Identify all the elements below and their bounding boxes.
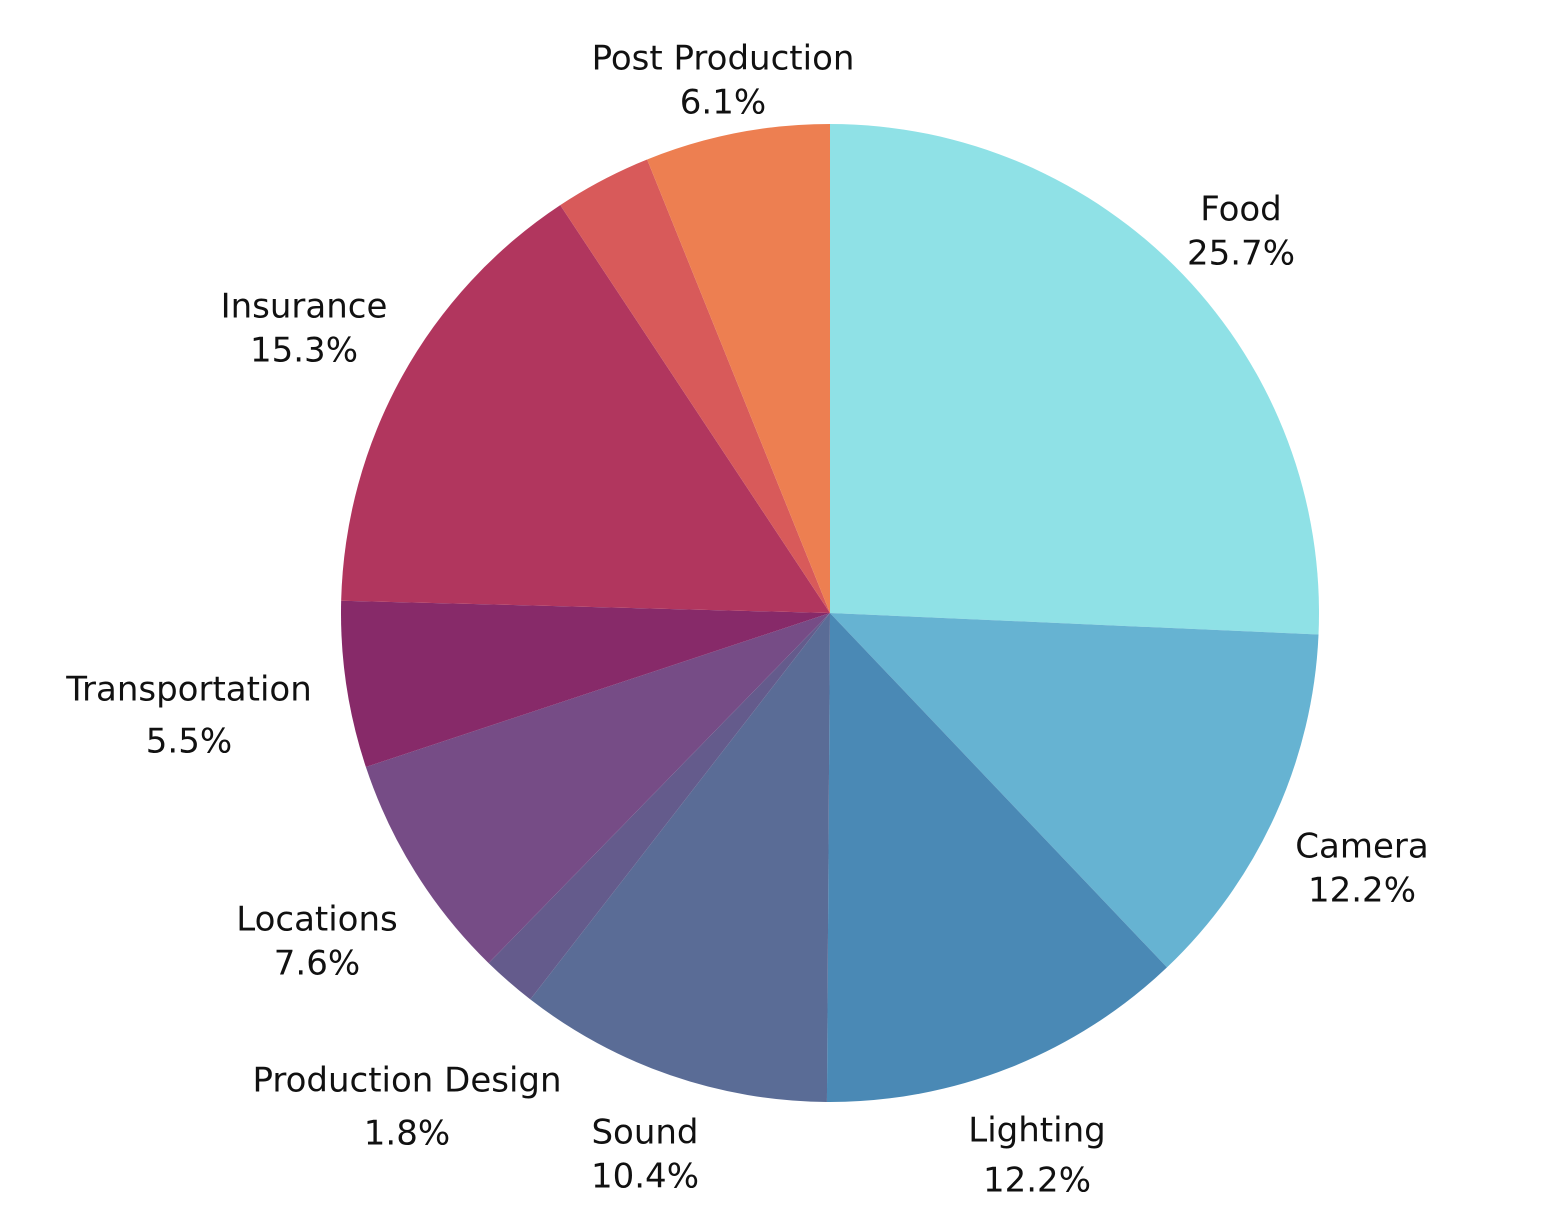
pie-slice-production-design: [488, 613, 830, 1000]
slice-value-label-food: 25.7%: [1187, 234, 1295, 274]
slice-label-post-production: Post Production: [592, 39, 855, 79]
pie-slice-post-production: [647, 124, 830, 613]
slice-label-camera: Camera: [1295, 827, 1428, 867]
slice-value-label-production-design: 1.8%: [364, 1114, 450, 1154]
slice-value-label-locations: 7.6%: [274, 944, 360, 984]
slice-value-label-insurance: 15.3%: [250, 331, 358, 371]
slice-label-lighting: Lighting: [968, 1111, 1105, 1151]
slice-value-label-transportation: 5.5%: [146, 722, 232, 762]
pie-slice-unlabeled-8: [560, 159, 830, 614]
pie-slice-insurance: [341, 205, 830, 613]
pie-slice-camera: [830, 613, 1319, 968]
slice-label-production-design: Production Design: [252, 1061, 561, 1101]
slice-value-label-lighting: 12.2%: [983, 1161, 1091, 1201]
pie-slice-lighting: [826, 613, 1167, 1102]
pie-slice-transportation: [340, 600, 830, 768]
slice-label-locations: Locations: [236, 900, 398, 940]
pie-slice-sound: [530, 613, 830, 1102]
pie-slices: [340, 124, 1320, 1102]
slice-label-transportation: Transportation: [65, 670, 312, 710]
slice-value-label-post-production: 6.1%: [680, 83, 766, 123]
pie-slice-locations: [365, 613, 830, 964]
pie-labels: Food25.7%Camera12.2%Lighting12.2%Sound10…: [65, 39, 1428, 1201]
slice-value-label-camera: 12.2%: [1308, 871, 1416, 911]
slice-label-sound: Sound: [591, 1113, 698, 1153]
slice-label-food: Food: [1200, 190, 1282, 230]
slice-label-insurance: Insurance: [221, 287, 388, 327]
slice-value-label-sound: 10.4%: [591, 1157, 699, 1197]
pie-slice-food: [830, 124, 1320, 635]
